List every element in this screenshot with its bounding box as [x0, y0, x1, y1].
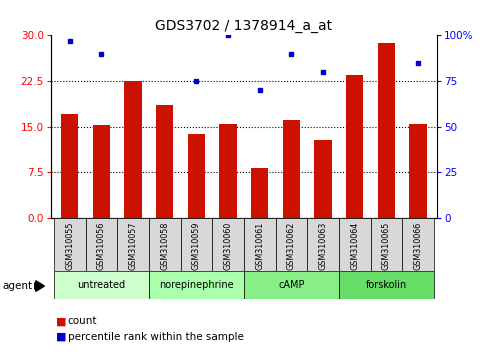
Bar: [410, 124, 427, 218]
Bar: [93, 125, 110, 218]
Bar: [149, 271, 244, 299]
Bar: [402, 218, 434, 271]
Text: GSM310061: GSM310061: [255, 222, 264, 270]
Bar: [276, 218, 307, 271]
Text: GSM310062: GSM310062: [287, 222, 296, 270]
Bar: [339, 271, 434, 299]
Text: GSM310055: GSM310055: [65, 222, 74, 270]
Text: ■: ■: [56, 316, 66, 326]
Bar: [124, 81, 142, 218]
Bar: [378, 43, 395, 218]
Bar: [346, 75, 364, 218]
Text: GSM310060: GSM310060: [224, 222, 233, 270]
Bar: [61, 114, 78, 218]
Bar: [370, 218, 402, 271]
Bar: [117, 218, 149, 271]
Bar: [244, 218, 276, 271]
Text: GSM310066: GSM310066: [413, 222, 423, 270]
Bar: [244, 271, 339, 299]
Bar: [251, 168, 269, 218]
Bar: [188, 134, 205, 218]
Bar: [156, 105, 173, 218]
Bar: [149, 218, 181, 271]
Bar: [283, 120, 300, 218]
Bar: [314, 140, 332, 218]
Text: GSM310064: GSM310064: [350, 222, 359, 270]
Bar: [212, 218, 244, 271]
Text: GSM310063: GSM310063: [319, 222, 327, 270]
Bar: [54, 218, 85, 271]
Text: untreated: untreated: [77, 280, 126, 290]
Text: norepinephrine: norepinephrine: [159, 280, 234, 290]
Bar: [219, 124, 237, 218]
Text: GSM310065: GSM310065: [382, 222, 391, 270]
Bar: [54, 271, 149, 299]
Text: forskolin: forskolin: [366, 280, 407, 290]
Text: GSM310058: GSM310058: [160, 222, 169, 270]
Text: GSM310057: GSM310057: [128, 222, 138, 270]
Text: GSM310059: GSM310059: [192, 222, 201, 270]
Text: ■: ■: [56, 332, 66, 342]
Bar: [307, 218, 339, 271]
Bar: [339, 218, 370, 271]
Title: GDS3702 / 1378914_a_at: GDS3702 / 1378914_a_at: [156, 19, 332, 33]
Text: count: count: [68, 316, 97, 326]
Text: agent: agent: [2, 281, 32, 291]
Text: percentile rank within the sample: percentile rank within the sample: [68, 332, 243, 342]
Bar: [85, 218, 117, 271]
Text: cAMP: cAMP: [278, 280, 305, 290]
Text: GSM310056: GSM310056: [97, 222, 106, 270]
Bar: [181, 218, 212, 271]
